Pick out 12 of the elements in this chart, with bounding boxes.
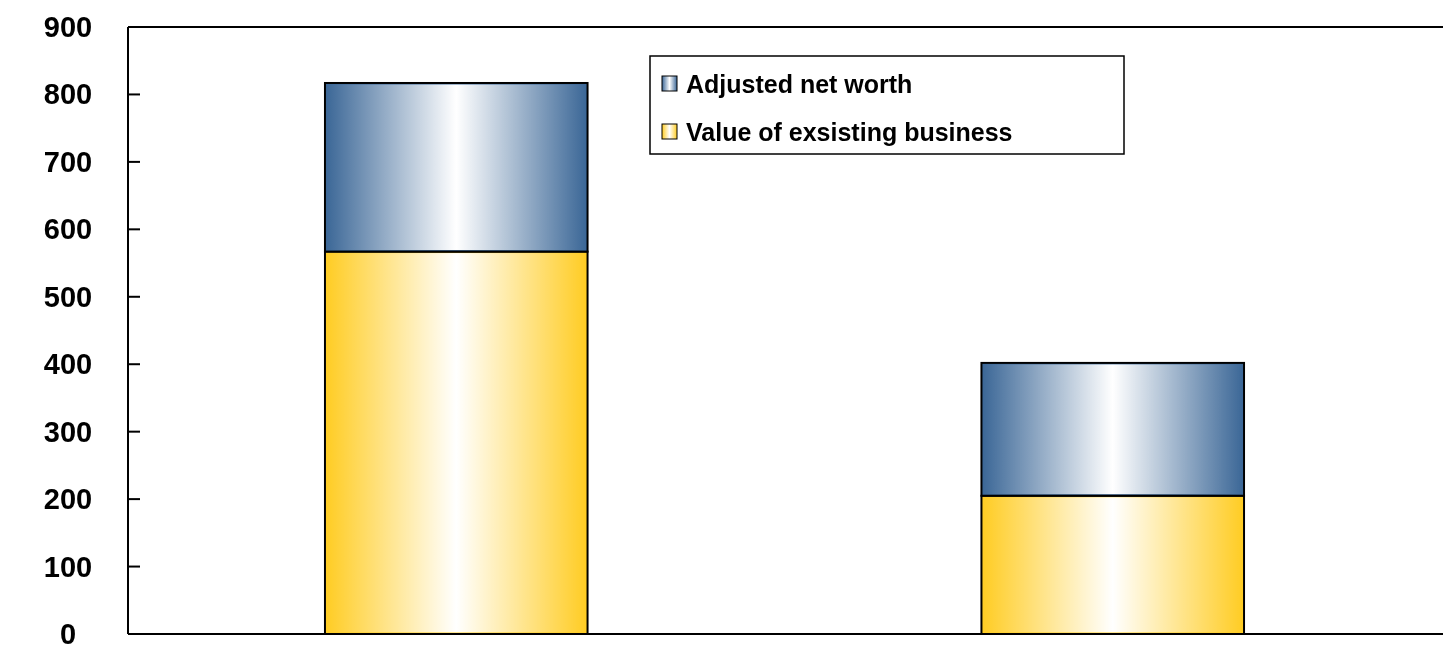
y-tick-label: 200 (43, 483, 93, 516)
y-tick-label: 0 (59, 618, 77, 648)
y-tick-label: 800 (43, 78, 93, 111)
y-tick-label: 100 (43, 550, 93, 583)
legend-label: Value of exsisting business (686, 118, 1013, 146)
y-tick-label: 700 (43, 145, 93, 178)
y-tick-label: 900 (43, 11, 93, 43)
y-tick-label: 600 (43, 213, 93, 246)
y-tick-label: 400 (43, 348, 93, 381)
y-tick-label: 500 (43, 280, 93, 313)
legend-label: Adjusted net worth (686, 70, 913, 98)
y-tick-label: 300 (43, 415, 93, 448)
